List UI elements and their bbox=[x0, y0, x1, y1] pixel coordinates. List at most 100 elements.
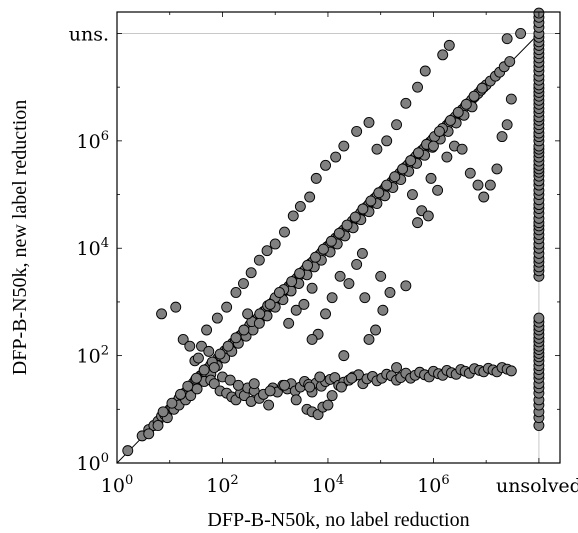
data-point bbox=[230, 287, 242, 298]
data-point bbox=[412, 217, 424, 229]
data-point bbox=[287, 210, 299, 222]
data-point bbox=[397, 163, 409, 175]
data-point bbox=[253, 254, 265, 266]
y-tick-label: 100 bbox=[77, 451, 109, 475]
data-point bbox=[443, 39, 455, 51]
x-axis-title: DFP-B-N50k, no label reduction bbox=[207, 509, 469, 531]
data-point bbox=[310, 251, 321, 263]
data-point bbox=[320, 159, 331, 171]
data-point bbox=[432, 184, 444, 196]
data-point bbox=[286, 276, 298, 287]
data-point bbox=[504, 56, 516, 67]
data-point bbox=[460, 98, 472, 110]
data-point bbox=[269, 238, 281, 250]
data-point bbox=[476, 82, 488, 94]
data-point bbox=[166, 397, 178, 409]
data-point bbox=[427, 140, 439, 152]
data-point bbox=[330, 151, 342, 163]
data-point bbox=[283, 317, 295, 329]
data-point bbox=[338, 350, 350, 362]
data-point bbox=[384, 287, 396, 298]
data-point bbox=[391, 362, 403, 373]
data-point bbox=[501, 33, 513, 45]
data-point bbox=[263, 399, 275, 411]
data-point bbox=[491, 163, 503, 175]
data-point bbox=[298, 298, 310, 310]
data-point bbox=[273, 287, 285, 298]
data-point bbox=[349, 211, 361, 223]
data-point bbox=[248, 378, 260, 390]
data-point bbox=[143, 428, 155, 440]
y-tick-label: 102 bbox=[77, 344, 109, 368]
data-point bbox=[405, 155, 417, 166]
x-tick-labels: 100 102 104 106 unsolved bbox=[101, 473, 578, 497]
data-point bbox=[363, 334, 375, 345]
data-point bbox=[381, 179, 393, 191]
data-point bbox=[346, 372, 357, 384]
x-tick-label: 106 bbox=[417, 473, 449, 497]
data-point bbox=[264, 298, 276, 310]
data-point bbox=[452, 106, 464, 118]
data-point bbox=[211, 312, 223, 324]
x-tick-label: unsolved bbox=[496, 475, 578, 497]
data-point bbox=[325, 235, 337, 247]
data-point bbox=[444, 114, 456, 126]
data-point bbox=[156, 308, 168, 320]
data-point bbox=[326, 390, 338, 402]
data-point bbox=[306, 282, 318, 294]
data-point bbox=[468, 90, 480, 102]
data-point bbox=[501, 119, 513, 131]
data-point bbox=[433, 125, 445, 137]
data-point bbox=[232, 379, 244, 391]
x-tick-label: 100 bbox=[101, 473, 133, 497]
data-point bbox=[230, 332, 242, 344]
x-tick-label: 102 bbox=[206, 473, 238, 497]
data-point bbox=[182, 380, 194, 392]
data-point bbox=[341, 219, 353, 231]
data-point bbox=[400, 97, 412, 109]
data-point bbox=[192, 352, 204, 364]
data-point bbox=[238, 324, 250, 336]
y-axis-title: DFP-B-N50k, new label reduction bbox=[9, 100, 31, 376]
data-point bbox=[413, 147, 424, 159]
data-point bbox=[472, 179, 484, 191]
data-point bbox=[505, 365, 517, 377]
data-point bbox=[221, 301, 233, 313]
data-points bbox=[122, 7, 545, 457]
data-point-unsolved bbox=[533, 312, 545, 324]
y-tick-label: uns. bbox=[69, 23, 109, 45]
data-point bbox=[505, 93, 517, 105]
data-point bbox=[253, 317, 265, 329]
data-point bbox=[338, 140, 350, 152]
data-point bbox=[184, 340, 196, 352]
x-tick-label: 104 bbox=[312, 473, 344, 497]
data-point bbox=[279, 226, 290, 238]
data-point bbox=[437, 49, 449, 61]
data-point bbox=[157, 406, 169, 418]
data-point bbox=[320, 308, 331, 320]
data-point bbox=[279, 379, 290, 391]
data-point bbox=[152, 420, 164, 431]
data-point bbox=[335, 381, 347, 393]
data-point bbox=[412, 81, 424, 93]
data-point bbox=[419, 65, 431, 77]
data-point bbox=[242, 308, 254, 320]
data-point bbox=[373, 187, 385, 199]
data-point bbox=[198, 364, 210, 376]
data-point bbox=[317, 243, 329, 255]
data-point bbox=[290, 304, 302, 316]
data-point bbox=[203, 345, 215, 357]
data-point bbox=[406, 189, 418, 200]
data-point bbox=[365, 195, 377, 207]
y-tick-label: 106 bbox=[77, 129, 109, 153]
data-point bbox=[351, 258, 363, 270]
data-point bbox=[464, 167, 476, 179]
data-point bbox=[294, 267, 306, 279]
data-point bbox=[261, 245, 273, 257]
data-point bbox=[371, 143, 383, 155]
data-point bbox=[334, 270, 346, 282]
data-point bbox=[175, 388, 186, 400]
data-point bbox=[304, 381, 316, 393]
data-point bbox=[357, 203, 369, 215]
